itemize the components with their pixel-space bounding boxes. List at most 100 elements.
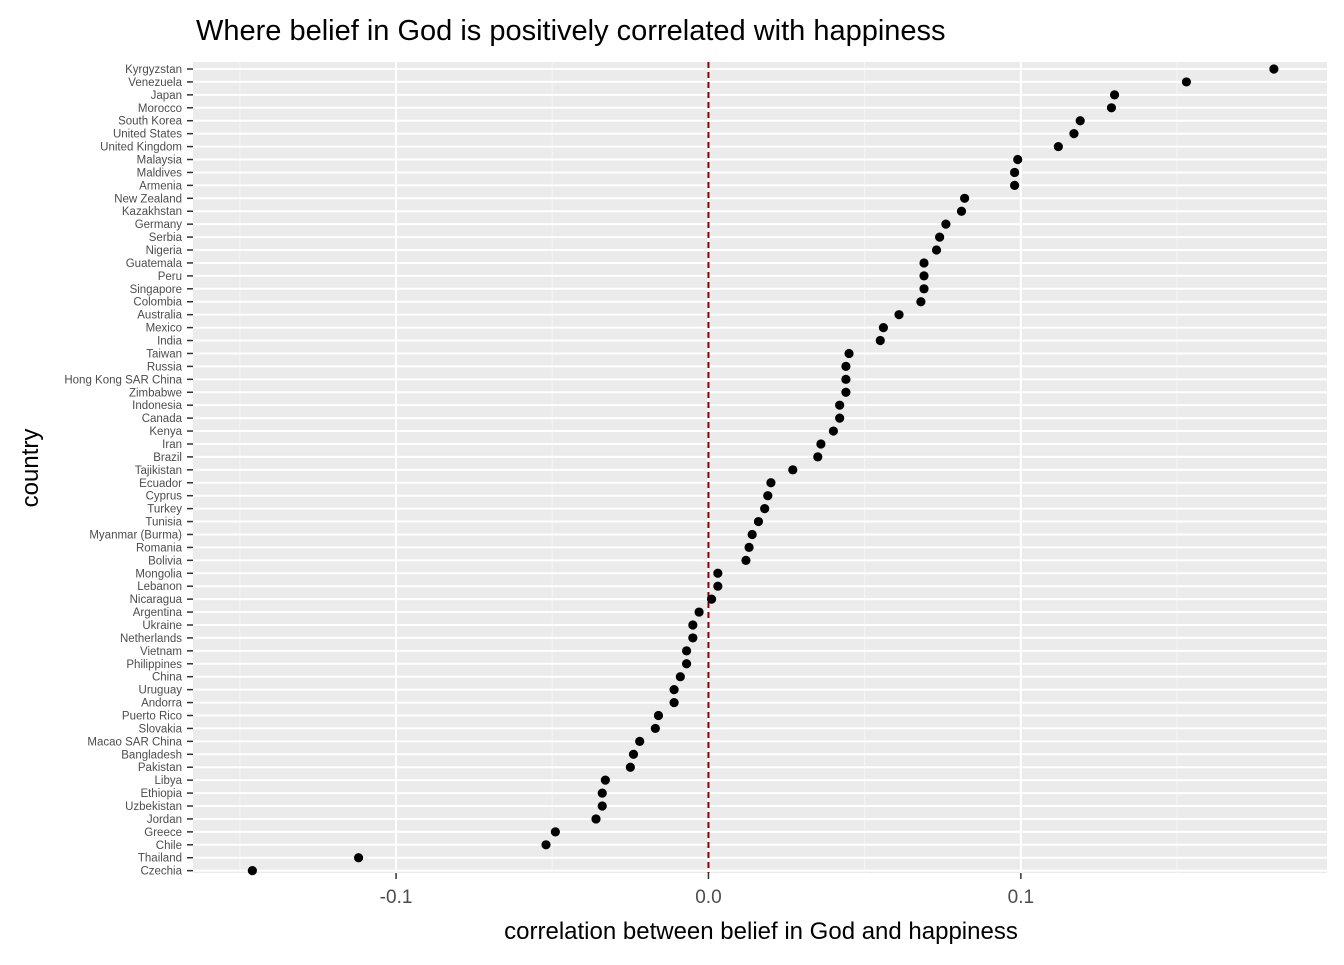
data-point <box>681 646 692 656</box>
data-point <box>1053 141 1063 152</box>
data-point <box>878 323 888 333</box>
y-tick-label: Colombia <box>133 297 182 309</box>
y-tick-label: Ethiopia <box>140 788 182 800</box>
y-tick-label: India <box>157 336 183 348</box>
y-tick-label: Nigeria <box>146 245 183 257</box>
data-point <box>1010 167 1020 178</box>
y-tick-label: Macao SAR China <box>87 736 182 748</box>
data-point <box>960 193 970 203</box>
y-tick-label: Greece <box>144 827 182 839</box>
y-tick-label: China <box>152 672 183 684</box>
data-point <box>675 672 685 682</box>
y-tick-label: Kenya <box>149 426 182 438</box>
y-tick-label: Germany <box>135 219 183 231</box>
data-point <box>766 478 776 488</box>
y-tick-label: Philippines <box>126 659 182 671</box>
y-tick-label: Russia <box>147 361 183 373</box>
data-point <box>1013 154 1023 165</box>
y-tick-label: Mongolia <box>135 568 182 580</box>
data-point <box>760 504 770 514</box>
data-point <box>841 387 851 397</box>
y-tick-label: Mexico <box>146 323 182 335</box>
y-tick-label: Maldives <box>137 167 183 179</box>
data-point <box>744 542 754 553</box>
x-tick-label: -0.1 <box>380 887 413 908</box>
y-tick-label: Hong Kong SAR China <box>64 374 182 386</box>
data-point <box>669 697 679 708</box>
y-tick-label: South Korea <box>118 116 183 128</box>
data-point <box>713 568 723 578</box>
data-point <box>875 335 885 346</box>
data-point <box>916 297 926 307</box>
y-tick-label: Uzbekistan <box>125 801 182 813</box>
data-point <box>941 219 951 229</box>
data-point <box>706 594 717 604</box>
y-tick-label: United States <box>113 129 182 141</box>
y-tick-label: Czechia <box>140 866 182 878</box>
y-tick-label: Zimbabwe <box>129 387 182 399</box>
y-tick-label: Singapore <box>130 284 182 296</box>
data-point <box>694 607 704 617</box>
data-point <box>919 271 929 281</box>
y-tick-label: Libya <box>155 775 183 787</box>
data-point <box>1010 180 1020 190</box>
data-point <box>688 633 698 643</box>
y-tick-label: Bolivia <box>148 555 182 567</box>
y-tick-label: Brazil <box>153 452 182 464</box>
y-axis-title: country <box>17 429 44 508</box>
y-tick-label: Lebanon <box>137 581 182 593</box>
data-point <box>1181 77 1192 87</box>
y-tick-label: Guatemala <box>126 258 183 270</box>
x-tick-label: 0.1 <box>1008 887 1034 908</box>
data-point <box>650 723 660 734</box>
y-tick-label: Andorra <box>141 698 183 710</box>
y-tick-label: Uruguay <box>139 685 183 697</box>
data-point <box>591 814 601 824</box>
data-point <box>835 400 845 410</box>
data-point <box>600 775 610 785</box>
data-point <box>763 491 773 501</box>
data-point <box>753 516 764 527</box>
y-tick-label: New Zealand <box>114 193 182 205</box>
data-point <box>813 452 823 462</box>
y-tick-label: Kyrgyzstan <box>125 64 182 76</box>
y-tick-label: Slovakia <box>139 723 183 735</box>
data-point <box>713 581 723 591</box>
x-tick-label: 0.0 <box>695 887 721 908</box>
x-axis-title: correlation between belief in God and ha… <box>504 918 1018 945</box>
y-tick-label: Indonesia <box>132 400 182 412</box>
data-point <box>635 736 645 746</box>
y-tick-label: Pakistan <box>138 762 182 774</box>
y-tick-label: Puerto Rico <box>122 711 182 723</box>
y-tick-label: Kazakhstan <box>122 206 182 218</box>
data-point <box>550 827 560 837</box>
panel-background <box>193 62 1327 873</box>
data-point <box>841 374 851 384</box>
y-tick-label: Romania <box>136 542 183 554</box>
data-point <box>353 853 364 863</box>
data-point <box>956 206 967 216</box>
data-point <box>669 685 679 695</box>
data-point <box>1106 103 1117 113</box>
y-tick-label: Thailand <box>138 853 182 865</box>
chart-title: Where belief in God is positively correl… <box>196 15 946 47</box>
data-point <box>935 232 945 242</box>
data-point <box>597 788 607 798</box>
y-tick-label: Peru <box>158 271 182 283</box>
data-point <box>628 749 639 759</box>
y-tick-label: Malaysia <box>137 155 183 167</box>
y-tick-label: Chile <box>156 840 182 852</box>
data-point <box>931 245 942 255</box>
plot-panel <box>193 62 1327 873</box>
points-layer <box>247 64 1279 876</box>
data-point <box>681 659 692 669</box>
data-point <box>625 762 635 772</box>
data-point <box>919 284 929 294</box>
y-tick-label: Vietnam <box>140 646 182 658</box>
data-point <box>894 310 904 320</box>
y-tick-label: Jordan <box>147 814 182 826</box>
y-tick-label: Nicaragua <box>130 594 183 606</box>
